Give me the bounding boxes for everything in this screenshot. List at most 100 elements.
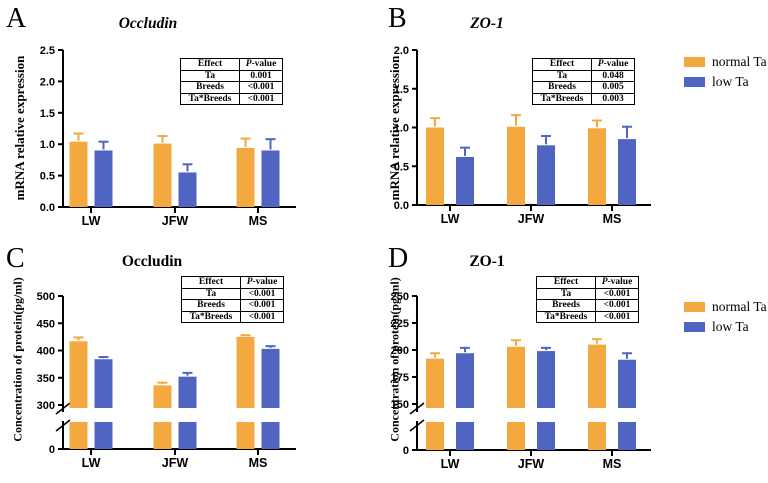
- svg-text:150: 150: [391, 399, 409, 411]
- svg-text:MS: MS: [603, 457, 622, 471]
- panel-d-title: ZO-1: [469, 253, 505, 270]
- legend-item-low-ta: low Ta: [684, 317, 767, 337]
- svg-text:0.0: 0.0: [394, 200, 409, 212]
- panel-a-ylabel: mRNA relative expression: [12, 55, 27, 201]
- stats-table: Effect P-value Ta 0.001 Breeds <0.001 Ta*Breed…: [180, 58, 283, 105]
- legend-label: normal Ta: [712, 299, 767, 314]
- svg-text:MS: MS: [249, 456, 268, 470]
- legend-label: normal Ta: [712, 54, 767, 69]
- bars-normal-ta: [426, 114, 606, 205]
- svg-text:0.5: 0.5: [394, 161, 409, 173]
- stats-header: Effect: [536, 276, 596, 289]
- stats-table: Effect P-value Ta <0.001 Breeds <0.001 Ta*Bree…: [181, 276, 284, 323]
- y-axis-ticks: 0.0 0.5 1.0 1.5 2.0: [394, 45, 417, 212]
- stats-cell: Ta*Breeds: [536, 310, 596, 323]
- stats-cell: Ta: [180, 69, 240, 82]
- x-axis-ticks: LW JFW MS: [82, 208, 268, 228]
- bars-low-ta: [456, 346, 636, 450]
- legend-item-low-ta: low Ta: [684, 72, 767, 92]
- legend-top: normal Ta low Ta: [684, 52, 767, 92]
- svg-text:0: 0: [49, 444, 55, 456]
- stats-cell: <0.001: [239, 81, 283, 94]
- y-axis-ticks: 0.0 0.5 1.0 1.5 2.0 2.5: [40, 45, 63, 214]
- svg-text:JFW: JFW: [162, 456, 189, 470]
- bars-normal-ta: [69, 334, 255, 449]
- panel-d-stats-table: Effect P-value Ta <0.001 Breeds <0.001 Ta*Bree…: [536, 276, 639, 323]
- svg-text:JFW: JFW: [518, 457, 545, 471]
- svg-text:MS: MS: [603, 212, 622, 226]
- y-axis-ticks: 150 175 200 225 250 0: [391, 291, 417, 457]
- stats-cell: Breeds: [536, 299, 596, 312]
- y-axis-ticks: 300 350 400 450 500 0: [37, 291, 63, 456]
- svg-text:2.5: 2.5: [40, 45, 55, 57]
- stats-cell: <0.001: [240, 299, 284, 312]
- stats-header: P-value: [595, 276, 639, 289]
- low-ta-swatch: [684, 322, 705, 332]
- panel-b-ylabel: mRNA relative expression: [387, 55, 402, 201]
- svg-text:500: 500: [37, 291, 55, 303]
- bars-low-ta: [94, 138, 280, 207]
- svg-text:2.0: 2.0: [394, 45, 409, 57]
- stats-cell: Ta: [181, 287, 241, 300]
- stats-cell: <0.001: [595, 287, 639, 300]
- bars-normal-ta: [426, 338, 606, 450]
- stats-cell: <0.001: [240, 287, 284, 300]
- panel-c-label: C: [6, 243, 25, 274]
- stats-cell: Ta*Breeds: [180, 92, 240, 105]
- stats-cell: <0.001: [239, 92, 283, 105]
- stats-cell: Ta*Breeds: [181, 310, 241, 323]
- svg-text:LW: LW: [441, 457, 460, 471]
- panel-a-label: A: [6, 3, 27, 34]
- x-axis-ticks: LW JFW MS: [441, 451, 622, 471]
- normal-ta-swatch: [684, 57, 705, 67]
- stats-cell: Breeds: [532, 81, 592, 94]
- svg-text:LW: LW: [82, 456, 101, 470]
- stats-cell: 0.003: [591, 92, 635, 105]
- svg-text:JFW: JFW: [518, 212, 545, 226]
- svg-text:0.0: 0.0: [40, 202, 55, 214]
- normal-ta-swatch: [684, 302, 705, 312]
- panel-a-stats-table: Effect P-value Ta 0.001 Breeds <0.001 Ta*Breed…: [180, 58, 283, 105]
- panel-b-title: ZO-1: [470, 15, 504, 32]
- panel-b-stats-table: Effect P-value Ta 0.048 Breeds 0.005 Ta*Breeds…: [532, 58, 635, 105]
- bars-low-ta: [94, 345, 280, 449]
- svg-text:300: 300: [37, 400, 55, 412]
- stats-cell: Ta*Breeds: [532, 92, 592, 105]
- panel-d-ylabel: Concentration of protein(pg/ml): [387, 277, 402, 442]
- panel-c-chart: 300 350 400 450 500 0 LW JFW MS: [37, 291, 296, 470]
- svg-text:350: 350: [37, 373, 55, 385]
- panel-c-stats-table: Effect P-value Ta <0.001 Breeds <0.001 Ta*Bree…: [181, 276, 284, 323]
- stats-cell: Ta: [532, 69, 592, 82]
- svg-text:1.0: 1.0: [394, 123, 409, 135]
- stats-cell: Ta: [536, 287, 596, 300]
- stats-header: Effect: [532, 58, 592, 71]
- stats-header: Effect: [180, 58, 240, 71]
- stats-table: Effect P-value Ta <0.001 Breeds <0.001 Ta*Bree…: [536, 276, 639, 323]
- panel-b-label: B: [388, 3, 407, 34]
- bars-low-ta: [456, 125, 636, 205]
- axes: [409, 296, 651, 451]
- svg-text:0: 0: [403, 445, 409, 457]
- panel-d-chart: 150 175 200 225 250 0 LW JFW MS: [391, 291, 651, 471]
- panel-d-label: D: [388, 243, 409, 274]
- stats-cell: 0.005: [591, 81, 635, 94]
- stats-cell: <0.001: [240, 310, 284, 323]
- legend-bottom: normal Ta low Ta: [684, 297, 767, 337]
- svg-text:225: 225: [391, 318, 409, 330]
- svg-text:MS: MS: [249, 214, 268, 228]
- legend-label: low Ta: [712, 74, 749, 89]
- svg-text:1.5: 1.5: [394, 84, 409, 96]
- svg-text:200: 200: [391, 345, 409, 357]
- svg-text:0.5: 0.5: [40, 171, 55, 183]
- low-ta-swatch: [684, 77, 705, 87]
- stats-table: Effect P-value Ta 0.048 Breeds 0.005 Ta*Breeds…: [532, 58, 635, 105]
- panel-b-chart: 0.0 0.5 1.0 1.5 2.0 LW JFW MS: [394, 45, 651, 226]
- svg-text:LW: LW: [441, 212, 460, 226]
- panel-a-title: Occludin: [118, 15, 178, 32]
- stats-header: P-value: [591, 58, 635, 71]
- svg-text:250: 250: [391, 291, 409, 303]
- legend-item-normal-ta: normal Ta: [684, 297, 767, 317]
- svg-text:1.0: 1.0: [40, 139, 55, 151]
- stats-header: P-value: [240, 276, 284, 289]
